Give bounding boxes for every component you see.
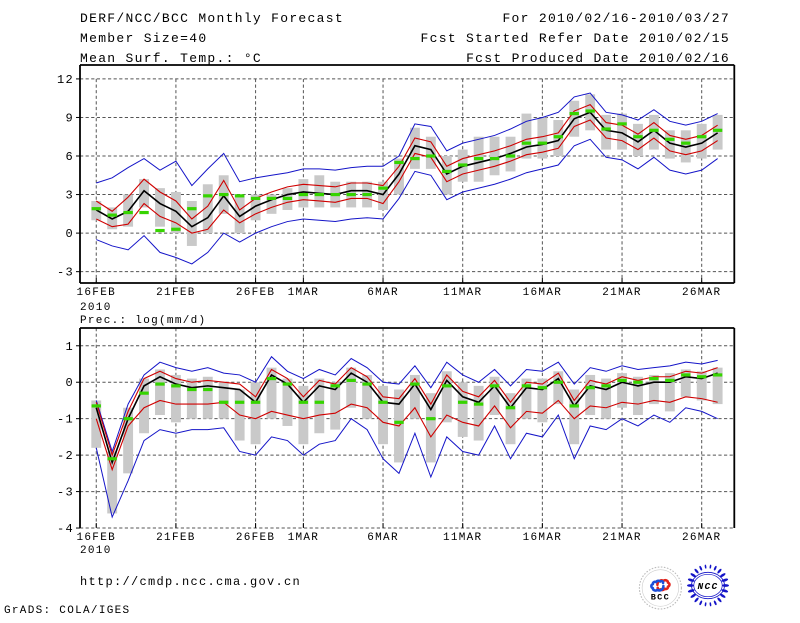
svg-text:21MAR: 21MAR bbox=[602, 287, 642, 299]
svg-text:11MAR: 11MAR bbox=[443, 532, 483, 544]
svg-text:2010: 2010 bbox=[80, 302, 112, 314]
svg-text:6: 6 bbox=[65, 150, 74, 164]
svg-text:16MAR: 16MAR bbox=[523, 287, 563, 299]
svg-text:BCC: BCC bbox=[651, 593, 670, 603]
svg-text:6MAR: 6MAR bbox=[367, 532, 399, 544]
svg-text:http://cmdp.ncc.cma.gov.cn: http://cmdp.ncc.cma.gov.cn bbox=[80, 575, 301, 589]
svg-text:11MAR: 11MAR bbox=[443, 287, 483, 299]
svg-text:Fcst Started Refer Date 2010/0: Fcst Started Refer Date 2010/02/15 bbox=[421, 31, 730, 46]
svg-text:26MAR: 26MAR bbox=[682, 287, 722, 299]
svg-text:21FEB: 21FEB bbox=[156, 532, 196, 544]
svg-text:-3: -3 bbox=[57, 486, 74, 500]
svg-text:16MAR: 16MAR bbox=[523, 532, 563, 544]
svg-text:3: 3 bbox=[65, 189, 74, 203]
svg-text:1MAR: 1MAR bbox=[288, 532, 320, 544]
svg-text:16FEB: 16FEB bbox=[76, 532, 116, 544]
svg-text:16FEB: 16FEB bbox=[76, 287, 116, 299]
svg-text:12: 12 bbox=[57, 73, 74, 87]
svg-text:NCC: NCC bbox=[697, 581, 718, 592]
svg-text:2010: 2010 bbox=[80, 545, 112, 557]
svg-text:Member Size=40: Member Size=40 bbox=[80, 31, 207, 46]
svg-text:Fcst Produced Date 2010/02/16: Fcst Produced Date 2010/02/16 bbox=[466, 51, 730, 66]
svg-text:-4: -4 bbox=[57, 522, 74, 536]
svg-text:DERF/NCC/BCC Monthly Forecast: DERF/NCC/BCC Monthly Forecast bbox=[80, 11, 344, 26]
svg-text:GrADS: COLA/IGES: GrADS: COLA/IGES bbox=[4, 605, 130, 617]
svg-text:Mean Surf. Temp.: °C: Mean Surf. Temp.: °C bbox=[80, 51, 262, 66]
svg-text:21MAR: 21MAR bbox=[602, 532, 642, 544]
svg-text:9: 9 bbox=[65, 111, 74, 125]
svg-text:6MAR: 6MAR bbox=[367, 287, 399, 299]
svg-text:1: 1 bbox=[65, 340, 74, 354]
svg-text:-1: -1 bbox=[57, 413, 74, 427]
svg-text:-3: -3 bbox=[57, 266, 74, 280]
svg-text:-2: -2 bbox=[57, 449, 74, 463]
svg-text:26FEB: 26FEB bbox=[236, 287, 276, 299]
svg-text:26FEB: 26FEB bbox=[236, 532, 276, 544]
svg-text:0: 0 bbox=[65, 376, 74, 390]
svg-text:0: 0 bbox=[65, 227, 74, 241]
svg-text:1MAR: 1MAR bbox=[288, 287, 320, 299]
svg-text:For 2010/02/16-2010/03/27: For 2010/02/16-2010/03/27 bbox=[502, 11, 730, 26]
svg-text:Prec.: log(mm/d): Prec.: log(mm/d) bbox=[80, 315, 206, 327]
svg-text:26MAR: 26MAR bbox=[682, 532, 722, 544]
svg-text:21FEB: 21FEB bbox=[156, 287, 196, 299]
